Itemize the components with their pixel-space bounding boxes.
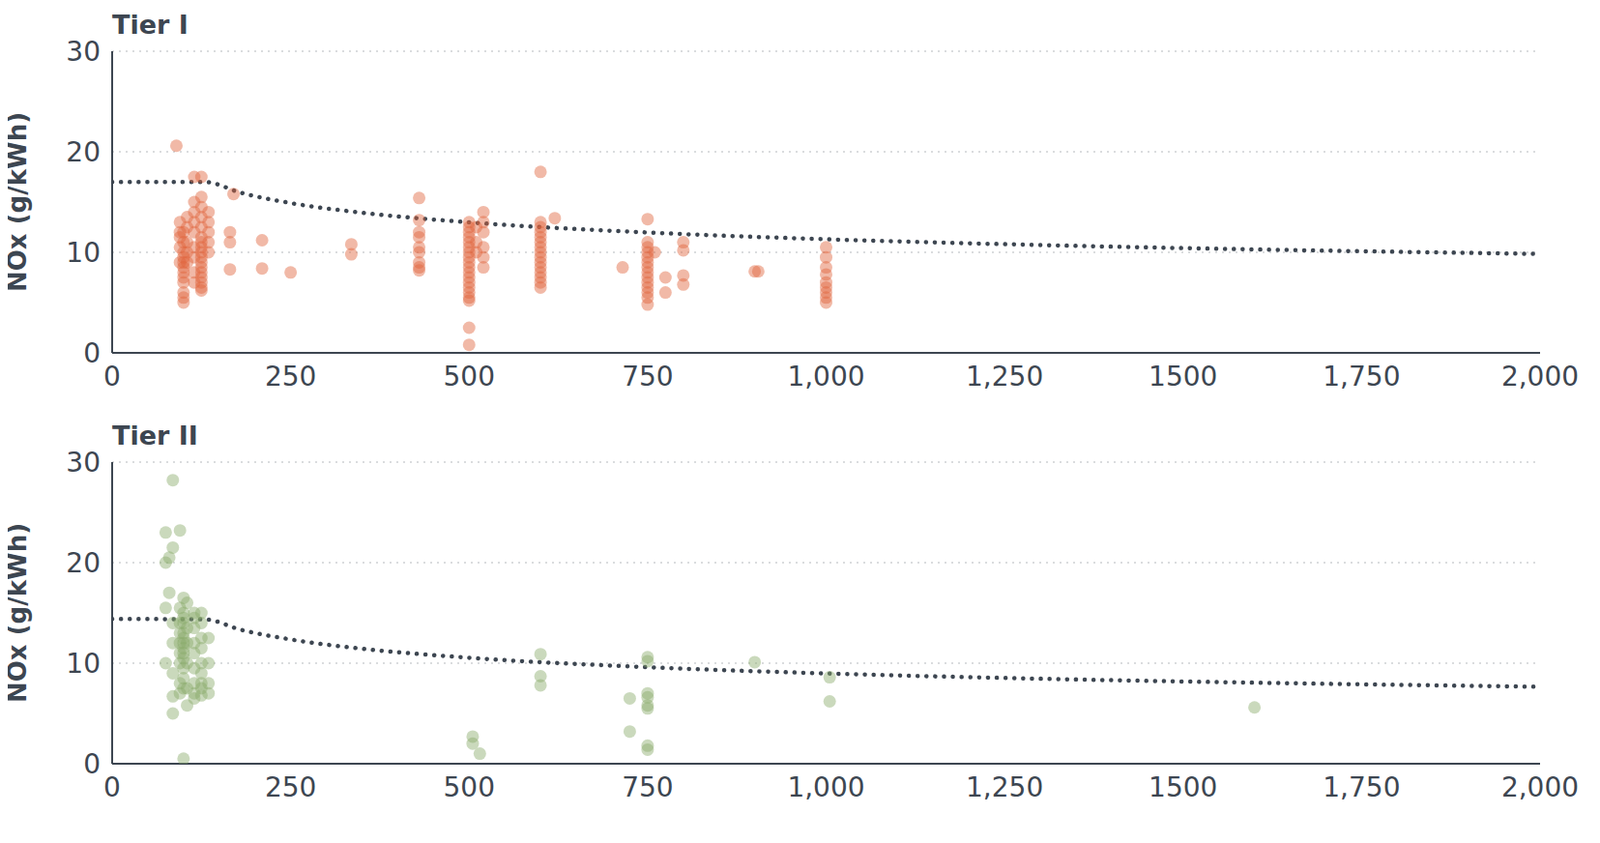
svg-text:250: 250 [264, 360, 317, 393]
svg-text:2,000: 2,000 [1501, 360, 1579, 393]
svg-text:0: 0 [103, 771, 121, 804]
svg-text:1,750: 1,750 [1322, 360, 1400, 393]
html-text:Tier II: Tier II [112, 420, 198, 451]
svg-text:1,250: 1,250 [965, 360, 1044, 393]
svg-text:20: 20 [65, 136, 101, 169]
svg-text:0: 0 [83, 337, 101, 370]
svg-text:750: 750 [621, 360, 673, 393]
svg-text:500: 500 [443, 771, 495, 804]
svg-text:10: 10 [65, 647, 101, 680]
svg-text:0: 0 [103, 360, 121, 393]
html-text:Tier I: Tier I [112, 9, 189, 40]
svg-text:250: 250 [264, 771, 317, 804]
svg-text:500: 500 [443, 360, 495, 393]
svg-text:30: 30 [65, 35, 101, 68]
svg-text:NOx (g/kWh): NOx (g/kWh) [7, 523, 32, 703]
svg-text:2,000: 2,000 [1501, 771, 1579, 804]
svg-text:30: 30 [65, 446, 101, 479]
svg-text:1,000: 1,000 [786, 360, 865, 393]
svg-text:750: 750 [621, 771, 673, 804]
svg-text:20: 20 [65, 547, 101, 580]
svg-text:1500: 1500 [1148, 360, 1218, 393]
svg-text:1500: 1500 [1148, 771, 1218, 804]
svg-text:NOx (g/kWh): NOx (g/kWh) [7, 112, 32, 292]
svg-text:1,750: 1,750 [1322, 771, 1400, 804]
svg-text:0: 0 [83, 748, 101, 781]
svg-text:10: 10 [65, 236, 101, 269]
svg-text:1,250: 1,250 [965, 771, 1044, 804]
svg-text:1,000: 1,000 [786, 771, 865, 804]
